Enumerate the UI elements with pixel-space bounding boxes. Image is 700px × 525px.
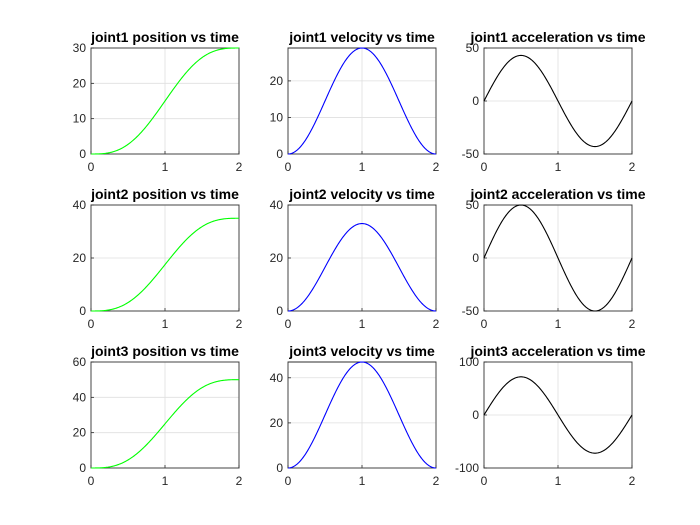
x-tick-label: 0: [88, 474, 95, 488]
x-tick-label: 0: [88, 160, 95, 174]
y-tick-label: 0: [79, 461, 86, 475]
plot-title: joint3 position vs time: [90, 343, 239, 359]
x-tick-label: 1: [359, 474, 366, 488]
plot-title: joint2 velocity vs time: [288, 186, 435, 202]
plot-title: joint3 acceleration vs time: [469, 343, 645, 359]
x-tick-label: 2: [629, 317, 636, 331]
series-line: [287, 361, 437, 469]
x-tick-label: 0: [481, 474, 488, 488]
x-tick-label: 2: [629, 160, 636, 174]
y-tick-label: 0: [79, 147, 86, 161]
y-tick-label: 40: [73, 198, 87, 212]
x-tick-label: 0: [481, 317, 488, 331]
y-tick-label: 0: [472, 408, 479, 422]
plot-title: joint1 acceleration vs time: [469, 29, 645, 45]
y-tick-label: -50: [462, 147, 480, 161]
series-line: [483, 376, 633, 454]
y-tick-label: 20: [270, 416, 284, 430]
x-tick-label: 0: [285, 160, 292, 174]
y-tick-label: 10: [73, 112, 87, 126]
x-tick-label: 2: [433, 160, 440, 174]
x-tick-label: 1: [359, 160, 366, 174]
series-line: [287, 47, 437, 155]
x-tick-label: 0: [88, 317, 95, 331]
series-line: [91, 47, 239, 155]
y-tick-label: 0: [276, 147, 283, 161]
y-tick-label: 0: [79, 304, 86, 318]
y-tick-label: 20: [73, 426, 87, 440]
x-tick-label: 1: [555, 474, 562, 488]
x-tick-label: 1: [555, 317, 562, 331]
series-line: [287, 222, 437, 312]
y-tick-label: 0: [276, 304, 283, 318]
plot-border: [90, 204, 240, 312]
y-tick-label: 0: [472, 94, 479, 108]
x-tick-label: 2: [236, 474, 243, 488]
x-tick-label: 1: [162, 474, 169, 488]
plot-border: [90, 361, 240, 469]
plot-title: joint1 position vs time: [90, 29, 239, 45]
plot-title: joint3 velocity vs time: [288, 343, 435, 359]
y-tick-label: 10: [270, 110, 284, 124]
x-tick-label: 2: [236, 317, 243, 331]
series-line: [91, 379, 239, 469]
y-tick-label: 30: [73, 41, 87, 55]
x-tick-label: 1: [359, 317, 366, 331]
series-line: [91, 217, 239, 312]
x-tick-label: 2: [236, 160, 243, 174]
y-tick-label: 40: [270, 371, 284, 385]
series-line: [483, 204, 633, 312]
y-tick-label: -50: [462, 304, 480, 318]
x-tick-label: 2: [433, 474, 440, 488]
x-tick-label: 0: [285, 317, 292, 331]
series-line: [483, 54, 633, 148]
x-tick-label: 2: [433, 317, 440, 331]
y-tick-label: 20: [270, 251, 284, 265]
x-tick-label: 1: [162, 317, 169, 331]
y-tick-label: 20: [73, 76, 87, 90]
x-tick-label: 0: [285, 474, 292, 488]
plot-title: joint2 position vs time: [90, 186, 239, 202]
y-tick-label: 100: [459, 355, 479, 369]
x-tick-label: 0: [481, 160, 488, 174]
y-tick-label: 20: [270, 74, 284, 88]
plot-border: [90, 47, 240, 155]
y-tick-label: 0: [472, 251, 479, 265]
y-tick-label: 40: [270, 198, 284, 212]
plot-title: joint1 velocity vs time: [288, 29, 435, 45]
x-tick-label: 1: [555, 160, 562, 174]
y-tick-label: 40: [73, 390, 87, 404]
plot-border: [287, 204, 437, 312]
y-tick-label: 0: [276, 461, 283, 475]
y-tick-label: 20: [73, 251, 87, 265]
x-tick-label: 1: [162, 160, 169, 174]
plot-title: joint2 acceleration vs time: [469, 186, 645, 202]
x-tick-label: 2: [629, 474, 636, 488]
y-tick-label: 50: [466, 41, 480, 55]
y-tick-label: -100: [455, 461, 479, 475]
y-tick-label: 60: [73, 355, 87, 369]
y-tick-label: 50: [466, 198, 480, 212]
